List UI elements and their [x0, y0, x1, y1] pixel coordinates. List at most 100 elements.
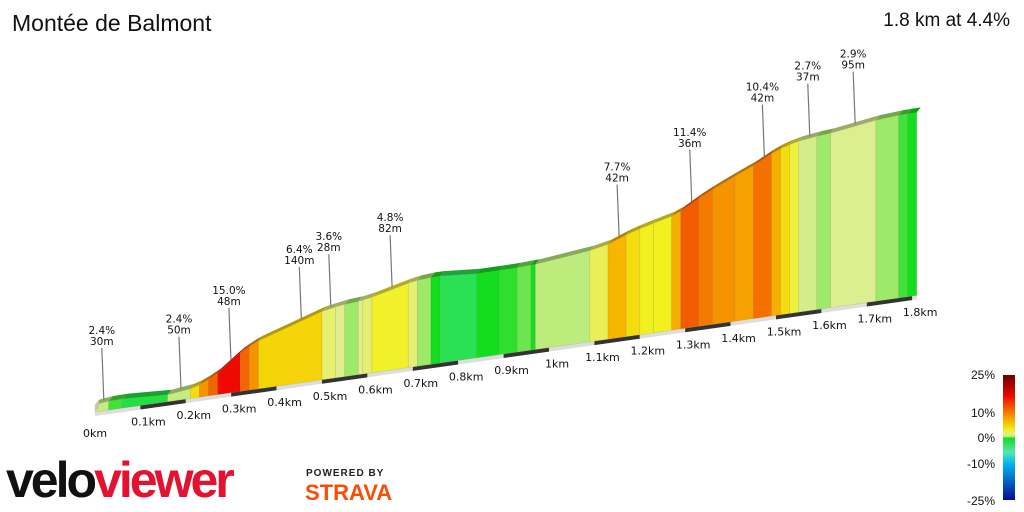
profile-segment-top	[358, 295, 367, 302]
profile-segment-top	[771, 143, 785, 154]
strava-logo: STRAVA	[305, 480, 393, 505]
x-tick-label: 1.7km	[858, 313, 893, 326]
x-tick-label: 1.2km	[631, 345, 666, 358]
baseline-strip-section	[594, 334, 640, 346]
baseline-strip-section	[185, 392, 232, 404]
annotation-leader-line	[228, 307, 232, 360]
x-tick-label: 1.6km	[812, 319, 847, 332]
x-tick-label: 1.1km	[585, 351, 620, 364]
profile-segment	[335, 303, 346, 379]
x-tick-label: 1.4km	[721, 332, 756, 345]
x-tick-label: 0.9km	[494, 364, 529, 377]
profile-segment	[430, 275, 441, 365]
annotation-length: 36m	[678, 138, 702, 150]
annotation-length: 42m	[751, 93, 775, 105]
annotation-length: 30m	[90, 336, 114, 348]
x-tick-label: 0.7km	[404, 377, 439, 390]
profile-segment-top	[240, 341, 254, 353]
profile-segment-top	[626, 223, 644, 235]
gradient-legend-bar	[1003, 375, 1015, 500]
annotation-length: 95m	[841, 60, 865, 72]
profile-segment-top	[530, 259, 540, 266]
baseline-strip-section	[730, 315, 776, 326]
annotation-leader-line	[689, 149, 693, 202]
baseline-strip-section	[458, 354, 504, 365]
baseline-strip-section	[140, 399, 186, 410]
baseline-strip-section	[412, 360, 459, 371]
baseline-strip-section	[776, 308, 822, 320]
x-tick-label: 0.8km	[449, 370, 484, 383]
climb-summary: 1.8 km at 4.4%	[883, 10, 1010, 31]
profile-segment-top	[639, 218, 658, 229]
profile-segment-top	[167, 383, 195, 395]
profile-segment	[798, 135, 818, 313]
x-tick-label: 1.5km	[767, 325, 802, 338]
baseline-strip-section	[322, 373, 368, 384]
annotation-grade: 2.9%	[840, 49, 867, 61]
profile-segment-top	[698, 184, 717, 199]
annotation-grade: 2.4%	[88, 325, 115, 337]
profile-segment	[417, 277, 432, 367]
profile-segment-top	[780, 139, 794, 149]
profile-segments	[94, 112, 918, 413]
annotation-leader-line	[761, 104, 765, 157]
profile-segment-top	[408, 275, 422, 284]
profile-segment	[752, 153, 772, 319]
profile-segment	[671, 210, 681, 331]
profile-segment	[830, 119, 877, 309]
profile-segment-top	[95, 396, 113, 405]
annotation-leader-line	[101, 347, 105, 400]
segment-annotations: 2.4%30m2.4%50m15.0%48m6.4%140m3.6%28m4.8…	[88, 49, 867, 400]
annotation-grade: 11.4%	[673, 127, 706, 139]
profile-segment-top	[875, 110, 903, 121]
profile-segment	[476, 270, 500, 359]
x-tick-label: 1.8km	[903, 306, 938, 319]
profile-segment	[371, 282, 409, 374]
x-tick-label: 0.3km	[222, 403, 257, 416]
x-tick-label: 0.6km	[358, 383, 393, 396]
annotation-grade: 2.7%	[794, 61, 821, 73]
profile-segment-top	[735, 160, 758, 176]
annotation-leader-line	[298, 266, 302, 319]
annotation-length: 140m	[284, 255, 314, 267]
profile-segment-top	[798, 131, 821, 142]
profile-segment-top	[830, 115, 880, 134]
annotation-length: 28m	[317, 242, 341, 254]
profile-segment-top	[653, 211, 676, 224]
baseline-strip-section	[95, 405, 141, 416]
annotation-leader-line	[807, 83, 811, 136]
baseline-strip-section	[912, 295, 917, 301]
annotation-grade: 15.0%	[212, 285, 245, 297]
profile-segment	[217, 351, 241, 395]
profile-segment	[771, 148, 781, 317]
annotation-grade: 6.4%	[286, 244, 313, 256]
profile-left-face	[95, 399, 99, 412]
profile-segment-top	[898, 108, 912, 116]
baseline-strip-section	[503, 347, 549, 359]
profile-segment	[625, 228, 641, 337]
annotation-leader-line	[389, 235, 393, 288]
x-tick-label: 0.2km	[177, 409, 212, 422]
profile-segment	[680, 197, 700, 330]
page-title: Montée de Balmont	[12, 10, 212, 36]
profile-segment	[639, 222, 654, 336]
profile-segment	[362, 296, 373, 375]
annotation-length: 48m	[217, 296, 241, 308]
profile-top-face	[95, 107, 921, 412]
profile-segment-top	[816, 128, 835, 137]
profile-segment-top	[608, 229, 631, 245]
profile-segment-top	[430, 271, 445, 278]
profile-segment	[875, 114, 899, 302]
profile-segment-top	[258, 306, 326, 341]
profile-segment-top	[208, 367, 222, 380]
profile-segment-top	[499, 262, 522, 271]
veloviewer-logo: veloviewer	[6, 452, 235, 508]
legend-label: -10%	[966, 457, 995, 471]
annotation-grade: 3.6%	[315, 231, 342, 243]
profile-segment-top	[322, 302, 340, 312]
profile-segment	[358, 299, 364, 375]
profile-segment	[530, 264, 536, 351]
annotation-leader-line	[178, 336, 182, 389]
annotation-grade: 2.4%	[166, 314, 193, 326]
